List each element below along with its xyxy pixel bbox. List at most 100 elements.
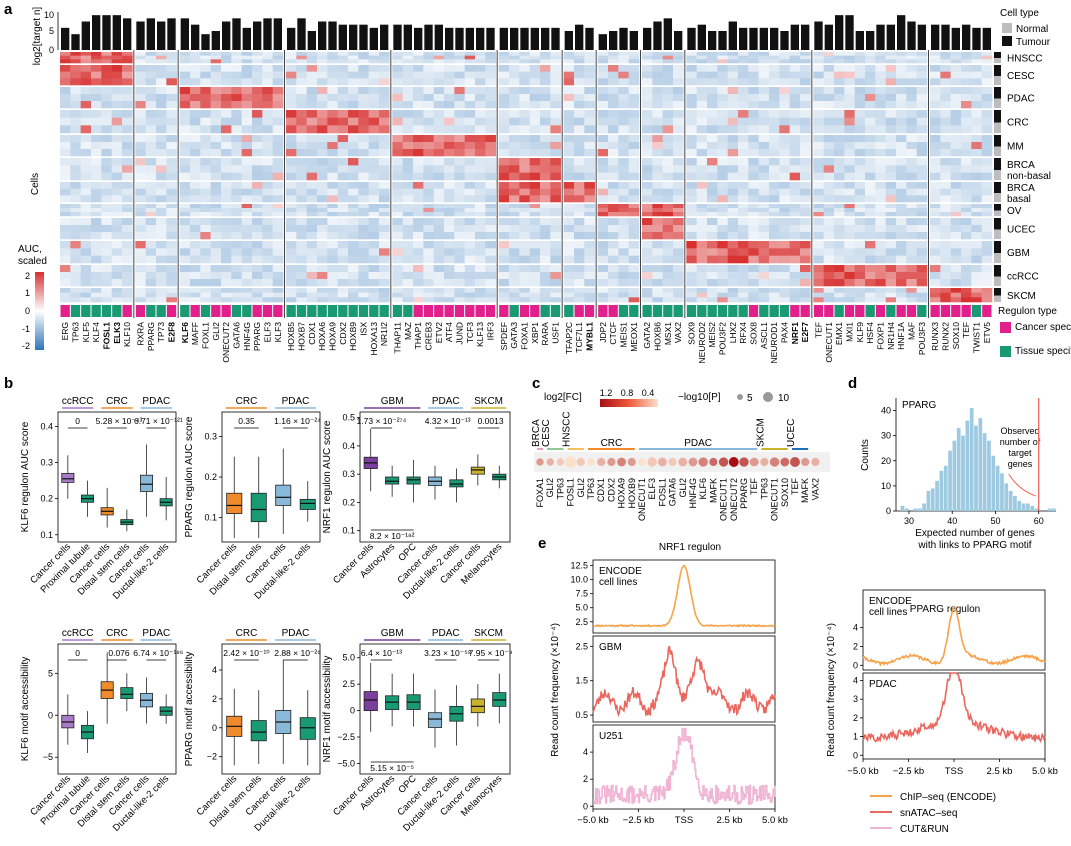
heatmap-cell [597,158,609,166]
heatmap-cell [475,279,486,287]
heatmap-cell [166,265,177,273]
heatmap-cell [652,87,663,95]
heatmap-cell [210,117,222,126]
heatmap-cell [262,255,273,264]
regulon-type-cell [652,305,663,317]
heatmap-cell [306,59,318,64]
heatmap-cell [413,195,424,203]
heatmap-cell [597,292,609,298]
heatmap-cell [423,212,434,217]
heatmap-cell [758,149,770,157]
heatmap-cell [618,52,629,56]
heatmap-cell [748,65,759,72]
heatmap-cell [642,172,653,181]
heatmap-cell [529,78,541,86]
heatmap-cell [930,125,941,134]
gene-label: SPDEF [499,322,509,350]
heatmap-cell [727,212,739,217]
heatmap-cell [854,272,866,280]
heatmap-cell [221,272,232,280]
pparg-ylabel: Read count frequency (×10⁻⁴) [826,623,837,757]
heatmap-cell [392,232,403,240]
heatmap-cell [748,288,759,293]
y-tick-label: 2.5 [342,679,355,689]
heatmap-cell [813,110,824,118]
heatmap-cell [485,158,496,166]
heatmap-cell [707,218,718,226]
heatmap-cell [221,149,232,157]
heatmap-cell [519,248,530,256]
heatmap-cell [200,158,211,166]
heatmap-cell [454,204,465,209]
heatmap-cell [91,172,102,181]
heatmap-cell [252,125,263,134]
heatmap-cell [210,255,222,264]
heatmap-cell [317,208,328,213]
heatmap-cell [940,125,951,134]
heatmap-cell [789,218,801,226]
heatmap-cell [221,71,232,79]
heatmap-cell [686,117,697,126]
heatmap-cell [769,279,780,287]
heatmap-cell [823,142,835,150]
heatmap-cell [673,135,684,143]
heatmap-cell [550,110,561,118]
x-tick-label: 5.0 kb [1032,766,1058,777]
y-tick-label: 5.0 [342,653,355,663]
heatmap-cell [111,172,123,181]
heatmap-cell [402,94,414,102]
heatmap-cell [101,248,112,256]
heatmap-cell [498,212,510,217]
heatmap-cell [642,204,653,209]
heatmap-cell [971,71,982,79]
heatmap-cell [823,288,835,293]
heatmap-cell [252,59,263,64]
heatmap-cell [392,158,403,166]
heatmap-cell [618,125,629,134]
heatmap-cell [981,188,993,196]
heatmap-cell [296,94,307,102]
heatmap-cell [519,204,530,209]
heatmap-cell [111,241,123,249]
heatmap-cell [813,279,824,287]
p-legend-small-dot [737,394,743,400]
heatmap-cell [930,59,941,64]
heatmap-cell [971,195,982,203]
gene-label: THAP11 [393,322,403,354]
heatmap-cell [584,182,595,189]
heatmap-cell [529,110,541,118]
heatmap-cell [529,195,541,203]
heatmap-cell [758,272,770,280]
heatmap-cell [813,78,824,86]
heatmap-cell [464,279,476,287]
heatmap-cell [80,158,92,166]
heatmap-cell [166,272,177,280]
heatmap-cell [779,272,790,280]
normal-indicator [994,170,1001,180]
heatmap-cell [91,297,102,303]
heatmap-cell [758,212,770,217]
heatmap-cell [200,135,211,143]
fc-colorbar [600,399,658,407]
heatmap-cell [529,212,541,217]
heatmap-cell [608,288,619,293]
heatmap-cell [865,272,876,280]
heatmap-cell [652,248,663,256]
x-tick-label: −5.0 kb [577,815,608,826]
heatmap-cell [444,165,455,173]
heatmap-cell [896,158,907,166]
heatmap-cell [190,165,201,173]
heatmap-cell [166,208,177,213]
heatmap-cell [618,110,629,118]
heatmap-cell [789,255,801,264]
heatmap-cell [906,117,917,126]
heatmap-cell [402,71,414,79]
heatmap-cell [70,248,81,256]
heatmap-cell [574,248,585,256]
heatmap-cell [529,208,541,213]
heatmap-cell [156,87,167,95]
tumour-indicator [994,65,1001,76]
group-label: SKCM [755,418,766,447]
heatmap-cell [584,110,595,118]
heatmap-cell [145,265,157,273]
